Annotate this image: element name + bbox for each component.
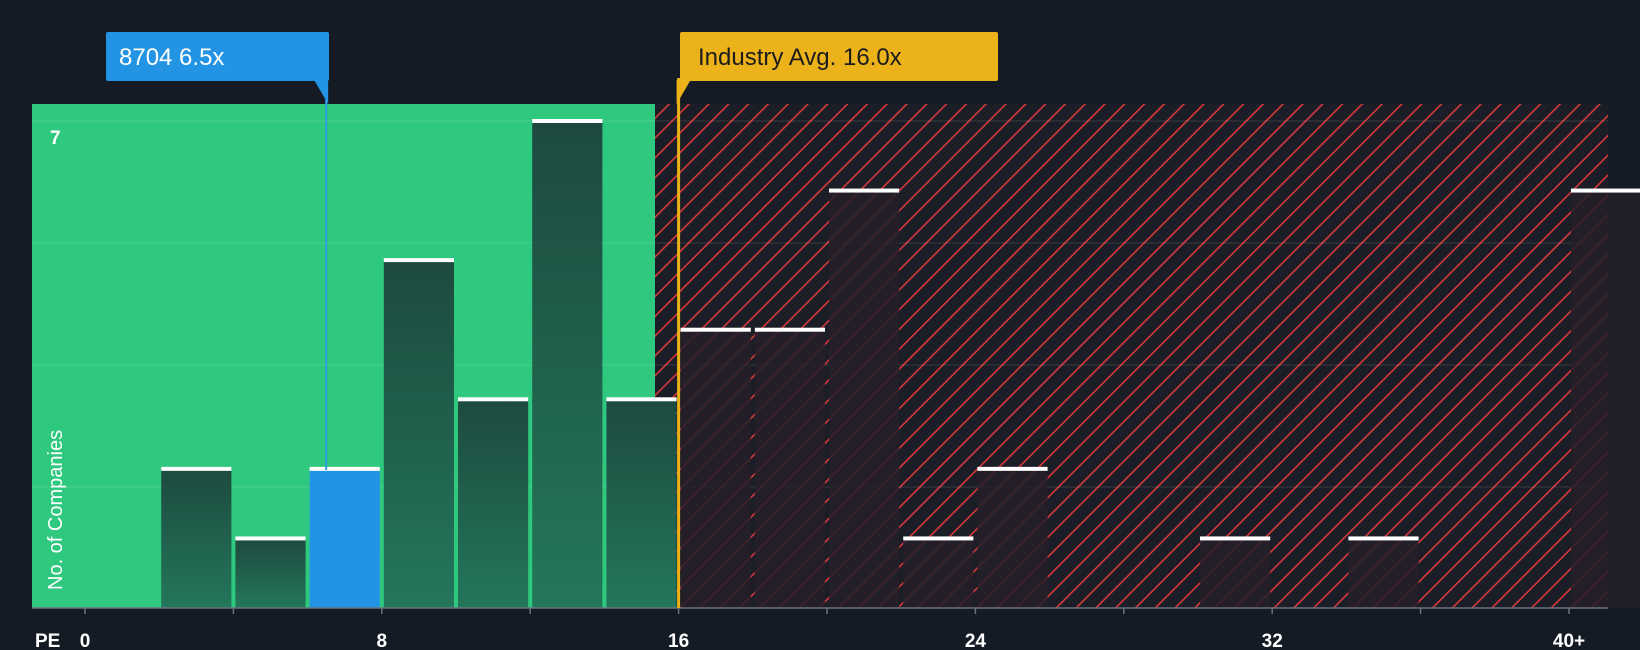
bar-top xyxy=(1200,536,1271,541)
bar xyxy=(383,260,454,608)
bar xyxy=(680,329,751,608)
industry-callout-label: Industry Avg. 16.0x xyxy=(698,44,902,71)
bar xyxy=(161,468,232,608)
bar-top xyxy=(754,327,825,332)
bar-top xyxy=(458,397,529,402)
bar-top xyxy=(606,397,677,402)
bars xyxy=(161,119,1640,609)
bar xyxy=(532,121,603,608)
bar-top xyxy=(235,536,306,541)
bar xyxy=(458,399,529,608)
bar xyxy=(1348,538,1419,608)
bar xyxy=(977,468,1048,608)
bar xyxy=(903,538,974,608)
bar xyxy=(754,329,825,608)
x-tick-label: 24 xyxy=(965,631,987,650)
x-axis: 0 8 16 24 32 40+ 7 xyxy=(32,128,1608,650)
company-callout-pointer xyxy=(314,80,329,104)
x-tick-label: 0 xyxy=(80,631,91,650)
x-tick-label: 16 xyxy=(668,631,689,650)
bar-top xyxy=(1348,536,1419,541)
bar-top xyxy=(1571,188,1640,193)
bar-top xyxy=(829,188,900,193)
x-tick-label: 8 xyxy=(377,631,388,650)
x-tick-label: 40+ xyxy=(1553,631,1585,650)
bar xyxy=(829,190,900,609)
bar-top xyxy=(383,258,454,263)
bar-top xyxy=(532,119,603,123)
company-callout-box xyxy=(106,32,329,81)
industry-callout-pointer xyxy=(676,80,691,104)
value-markers: 8704 6.5x Industry Avg. 16.0x xyxy=(106,32,998,608)
x-axis-label: PE xyxy=(35,631,60,650)
x-tick-label: 32 xyxy=(1262,631,1283,650)
company-callout-label: 8704 6.5x xyxy=(119,44,224,71)
industry-callout-box xyxy=(680,32,998,81)
bar-top xyxy=(309,466,380,471)
bar-top xyxy=(977,466,1048,471)
bar xyxy=(606,399,677,608)
y-axis-label: No. of Companies xyxy=(45,430,67,590)
bar-top xyxy=(161,466,232,471)
bar xyxy=(1571,190,1640,609)
bar xyxy=(1200,538,1271,608)
bar-top xyxy=(903,536,974,541)
y-tick-label: 7 xyxy=(50,128,61,149)
bar xyxy=(235,538,306,608)
bar xyxy=(309,468,380,608)
bar-top xyxy=(680,327,751,332)
